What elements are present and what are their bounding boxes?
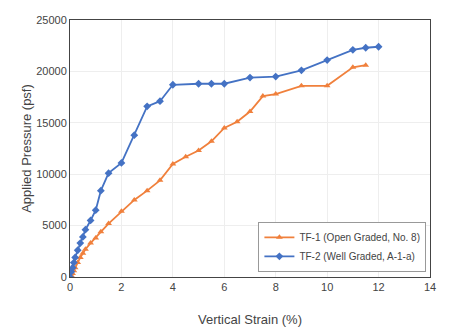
svg-text:8: 8	[273, 281, 279, 293]
svg-text:4: 4	[170, 281, 176, 293]
svg-text:15000: 15000	[36, 117, 67, 129]
svg-text:TF-1 (Open Graded, No. 8): TF-1 (Open Graded, No. 8)	[299, 232, 420, 243]
svg-text:5000: 5000	[42, 219, 66, 231]
svg-text:10000: 10000	[36, 168, 67, 180]
svg-text:TF-2 (Well Graded, A-1-a): TF-2 (Well Graded, A-1-a)	[299, 251, 414, 262]
svg-text:Applied Pressure (psf): Applied Pressure (psf)	[19, 84, 34, 213]
svg-text:0: 0	[67, 281, 73, 293]
svg-text:12: 12	[372, 281, 384, 293]
svg-text:25000: 25000	[36, 14, 67, 26]
svg-text:Vertical Strain (%): Vertical Strain (%)	[198, 312, 302, 327]
svg-text:6: 6	[221, 281, 227, 293]
svg-text:10: 10	[321, 281, 333, 293]
svg-text:2: 2	[118, 281, 124, 293]
svg-text:20000: 20000	[36, 65, 67, 77]
svg-text:14: 14	[424, 281, 436, 293]
svg-text:0: 0	[61, 271, 67, 283]
